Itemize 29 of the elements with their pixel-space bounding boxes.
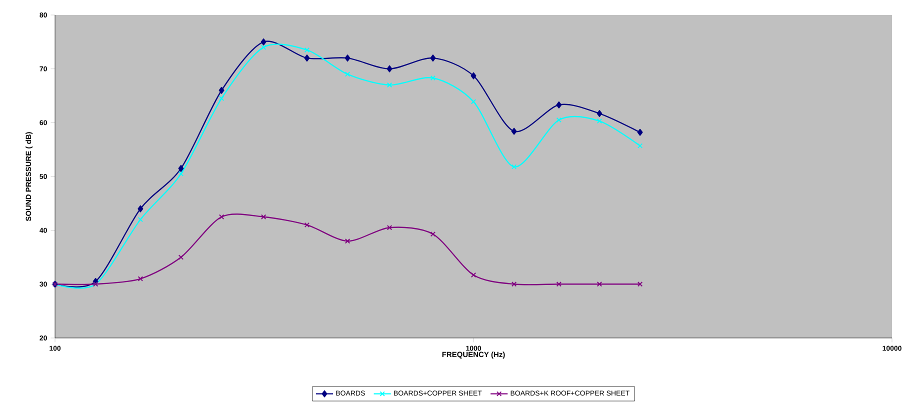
point xyxy=(470,272,476,278)
point xyxy=(511,282,517,287)
point xyxy=(344,72,350,77)
point xyxy=(218,214,224,220)
point xyxy=(596,282,602,287)
point xyxy=(386,225,392,230)
point xyxy=(178,164,184,172)
point xyxy=(260,38,266,46)
point xyxy=(178,254,184,260)
point xyxy=(260,214,266,220)
point xyxy=(344,238,350,244)
point xyxy=(511,164,517,170)
point xyxy=(596,110,602,118)
point xyxy=(470,99,476,104)
point xyxy=(260,44,266,50)
point xyxy=(386,65,392,72)
point xyxy=(304,54,310,62)
point xyxy=(386,82,392,88)
point xyxy=(304,47,310,53)
point xyxy=(178,171,184,176)
point xyxy=(637,128,643,136)
point xyxy=(218,86,224,94)
point xyxy=(304,222,310,228)
point xyxy=(511,128,517,135)
point xyxy=(596,118,602,124)
point xyxy=(470,72,476,80)
point xyxy=(218,96,224,102)
point xyxy=(344,54,350,62)
point xyxy=(637,282,643,287)
